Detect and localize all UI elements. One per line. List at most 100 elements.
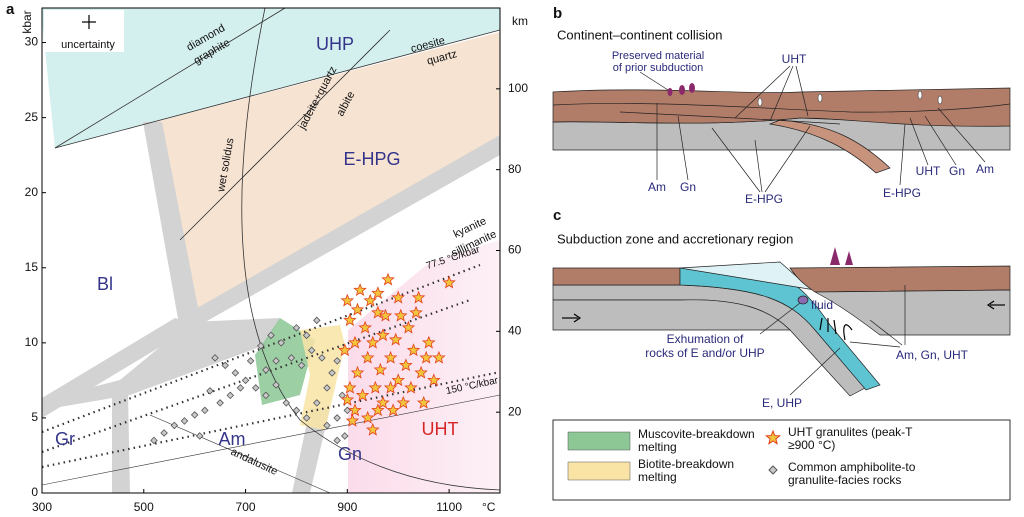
star-point [421,335,436,349]
diamond-point [318,354,326,362]
diamond-point [195,432,204,440]
diamond-point [313,316,321,325]
star-point [366,422,380,436]
star-point [394,308,408,322]
section-label: of prior subduction [613,62,704,74]
star-point [360,350,375,364]
star-point [383,380,398,394]
y2-tick-label: 100 [508,81,528,95]
star-point [343,380,357,394]
section-label: Exhumation of [667,332,744,346]
region-label: Gn [338,444,362,464]
diamond-point [272,381,280,389]
diamond-point [328,369,336,377]
star-point [386,403,400,417]
section-label: UHT [916,164,941,178]
panel-label: a [6,1,15,18]
diamond-point [180,417,189,425]
star-point [373,362,388,376]
diamond-point [282,399,291,407]
section-label: UHT [782,52,807,66]
diamond-point [206,387,214,395]
x-tick-label: 300 [32,500,52,514]
star-point [340,293,355,307]
melting-field [300,325,345,430]
star-point [345,413,360,427]
diamond-point [277,339,285,347]
section-label: Gn [949,164,965,178]
star-point [366,335,380,349]
region-label: E-HPG [343,149,400,169]
diamond-point [201,406,209,415]
star-point [376,328,390,342]
diamond-point [257,342,265,350]
diamond-point [323,421,331,430]
panel-label: c [553,207,561,224]
diamond-point [313,399,321,407]
star-point [409,305,423,319]
reaction-lines [41,7,501,494]
diamond-point [333,414,341,422]
region-label: Gr [55,429,75,449]
y-tick-label: 20 [25,185,39,199]
star-point [383,350,398,364]
panel-title: Continent–continent collision [557,27,723,42]
diamond-point [297,361,306,370]
star-point [353,283,367,296]
y-tick-label: 15 [25,260,39,274]
star-point [401,320,416,334]
section-label: E, UHP [762,396,802,410]
star-point [414,365,428,379]
diamond-point [292,406,301,415]
star-point [391,373,405,387]
diamond-point [262,366,270,374]
diamond-point [150,436,158,445]
panel-b-section [552,65,1011,193]
y2-tick-label: 60 [508,243,522,257]
legend-text: Biotite-breakdown melting [638,457,735,484]
y2-tick-label: 40 [508,324,522,338]
diamond-point [190,411,199,419]
x-tick-label: 500 [134,500,154,514]
star-point [432,350,446,364]
star-point [411,290,426,304]
panel-a-background [42,8,500,493]
legend-text: Muscovite-breakdown melting [638,427,755,454]
panel-c-section [552,247,1011,397]
section-label: Am, Gn, UHT [896,348,969,362]
y-tick-label: 5 [31,410,38,424]
region-label: uncertainty [61,39,115,51]
diamond-point [302,414,311,422]
star-point [378,308,393,322]
diamond-point [267,331,275,340]
diamond-point [333,357,341,365]
diamond-point [341,432,349,440]
section-label: rocks of E and/or UHP [645,346,764,360]
star-point [350,302,365,316]
star-point [396,395,411,409]
diamond-point [272,357,280,365]
x-tick-label: 1100 [436,500,462,514]
star-point [406,343,421,357]
star-point [399,358,413,372]
legend-text: Common amphibolite-to granulite-facies r… [788,460,916,487]
section-label: Am [648,180,666,194]
legend-diamond [768,465,778,475]
diamond-point [307,346,316,355]
diamond-point [333,436,341,445]
star-point [391,290,405,304]
star-point [348,335,362,349]
diamond-point [226,391,235,400]
star-point [371,305,385,319]
star-point [419,350,433,364]
diamond-point [292,324,301,332]
region-label: UHT [422,419,459,439]
star-point [348,403,362,417]
star-point [340,392,355,406]
legend-swatch [567,431,631,451]
section-label: E-HPG [745,192,783,206]
star-point [381,272,395,286]
star-point [338,343,352,357]
region-label: andalusite [229,446,280,478]
diamond-point [302,331,311,340]
